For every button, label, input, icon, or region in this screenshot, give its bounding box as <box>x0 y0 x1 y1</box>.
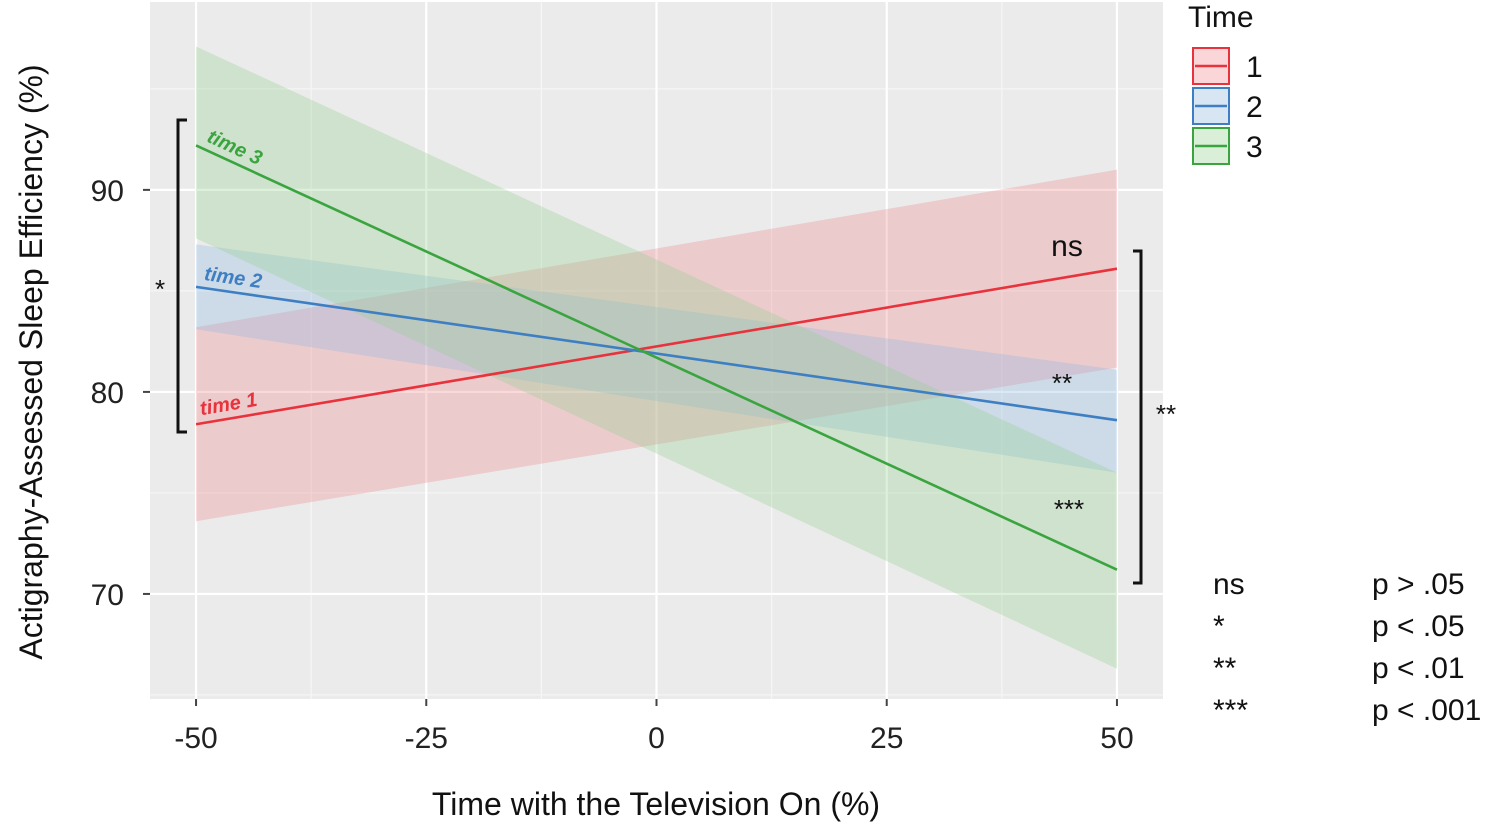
key-meaning: p > .05 <box>1372 568 1465 601</box>
left-bracket <box>176 118 187 434</box>
series-line-time-2 <box>195 285 1118 422</box>
x-axis-ticks: -50 -25 0 25 50 <box>174 699 1134 755</box>
y-tick-label: 70 <box>91 579 124 612</box>
right-bracket-stars: ** <box>1156 399 1176 429</box>
key-symbol: *** <box>1213 694 1248 727</box>
right-bracket <box>1133 249 1143 585</box>
significance-key: ns p > .05 * p < .05 ** p < .01 *** p < .001 <box>1213 568 1481 727</box>
key-meaning: p < .01 <box>1372 652 1465 685</box>
y-axis-title: Actigraphy-Assessed Sleep Efficiency (%) <box>13 64 49 659</box>
series-line-time-3 <box>195 144 1118 571</box>
y-axis-ticks: 70 80 90 <box>91 175 150 612</box>
legend-label-time-1: 1 <box>1246 51 1263 84</box>
x-axis-title: Time with the Television On (%) <box>432 786 880 822</box>
legend-title: Time <box>1188 1 1254 34</box>
sig-time1: ns <box>1051 230 1083 263</box>
key-symbol: * <box>1213 610 1225 643</box>
series-lines <box>195 144 1118 571</box>
x-tick-label: -25 <box>405 722 448 755</box>
legend: 1 2 3 <box>1192 47 1263 165</box>
series-line-time-1 <box>195 267 1118 426</box>
key-symbol: ** <box>1213 652 1237 685</box>
left-bracket-star: * <box>155 274 165 304</box>
y-tick-label: 90 <box>91 175 124 208</box>
x-tick-label: -50 <box>174 722 217 755</box>
x-tick-label: 50 <box>1100 722 1133 755</box>
key-meaning: p < .001 <box>1372 694 1481 727</box>
key-symbol: ns <box>1213 568 1245 601</box>
x-tick-label: 25 <box>870 722 903 755</box>
legend-label-time-3: 3 <box>1246 131 1263 164</box>
legend-label-time-2: 2 <box>1246 91 1263 124</box>
sig-time2: ** <box>1052 368 1072 398</box>
sig-time3: *** <box>1054 494 1084 524</box>
grid-major <box>150 2 1163 699</box>
key-meaning: p < .05 <box>1372 610 1465 643</box>
y-tick-label: 80 <box>91 377 124 410</box>
x-tick-label: 0 <box>648 722 665 755</box>
